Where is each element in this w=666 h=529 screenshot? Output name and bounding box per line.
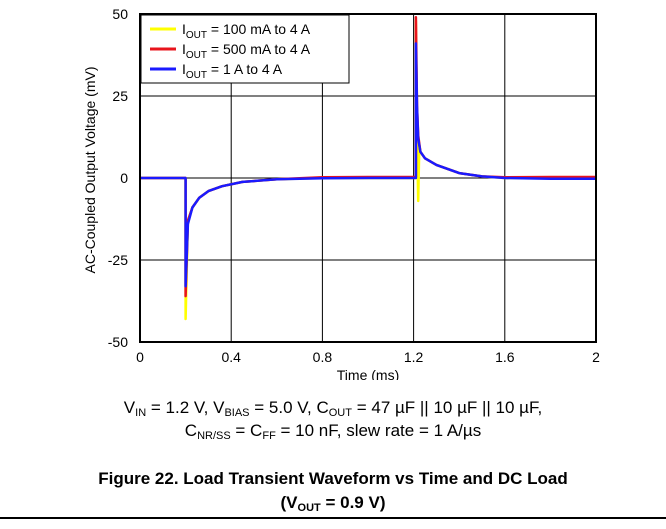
y-axis-label: AC-Coupled Output Voltage (mV) (82, 67, 98, 274)
x-axis-label: Time (ms) (337, 367, 399, 380)
legend-label-3: IOUT = 1 A to 4 A (182, 61, 283, 81)
x-tick-label: 0.8 (313, 349, 333, 365)
y-tick-label: -50 (108, 334, 128, 350)
figure-caption-title: Figure 22. Load Transient Waveform vs Ti… (98, 469, 568, 488)
y-tick-label: -25 (108, 252, 128, 268)
y-tick-label: 0 (120, 170, 128, 186)
x-tick-label: 0 (136, 349, 144, 365)
x-tick-label: 1.2 (404, 349, 424, 365)
test-conditions-line-2: CNR/SS = CFF = 10 nF, slew rate = 1 A/µs (184, 421, 482, 442)
legend-label-1: IOUT = 100 mA to 4 A (182, 21, 311, 41)
plot-frame (139, 13, 597, 343)
y-tick-label: 50 (112, 6, 128, 22)
figure-caption-subtitle: (VOUT = 0.9 V) (280, 493, 386, 514)
x-tick-label: 1.6 (495, 349, 515, 365)
series-layer (140, 16, 596, 321)
test-conditions-line-1: VIN = 1.2 V, VBIAS = 5.0 V, COUT = 47 µF… (123, 398, 543, 419)
legend-label-2: IOUT = 500 mA to 4 A (182, 41, 311, 61)
series-line-3 (140, 42, 596, 288)
bottom-rule (0, 517, 666, 519)
y-tick-label: 25 (112, 88, 128, 104)
x-tick-label: 0.4 (221, 349, 241, 365)
x-tick-label: 2 (592, 349, 600, 365)
